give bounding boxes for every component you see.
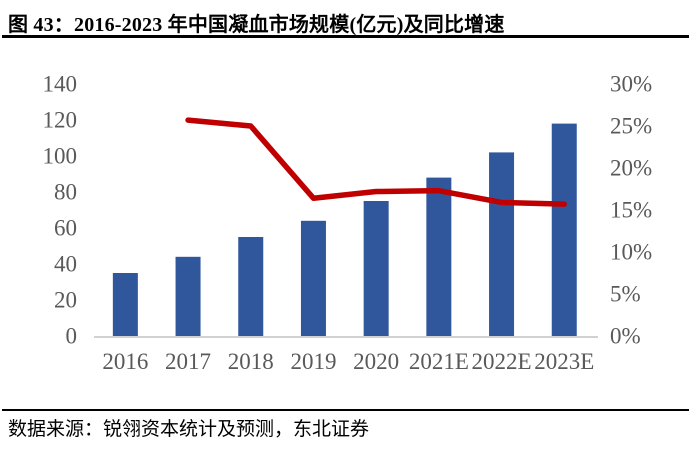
growth-rate-line (185, 117, 567, 207)
x-axis-label: 2018 (228, 349, 274, 374)
right-axis-tick-label: 30% (610, 72, 652, 97)
market-size-bar (426, 177, 452, 336)
x-axis-label: 2017 (165, 349, 211, 374)
left-axis-tick-label: 20 (54, 288, 77, 313)
market-size-bar (300, 220, 326, 336)
right-axis-tick-label: 25% (610, 114, 652, 139)
market-size-bar (363, 201, 389, 336)
market-size-bar (238, 237, 264, 336)
x-axis-label: 2019 (290, 349, 336, 374)
right-axis-tick-label: 0% (610, 324, 641, 349)
source-rule (2, 409, 689, 411)
market-size-bar (489, 152, 515, 336)
data-source: 数据来源：锐翎资本统计及预测，东北证券 (8, 419, 370, 440)
left-axis-tick-label: 60 (54, 216, 77, 241)
right-axis-tick-label: 10% (610, 240, 652, 265)
left-axis-tick-label: 40 (54, 252, 77, 277)
x-axis-label: 2021E (409, 349, 469, 374)
right-axis-tick-label: 5% (610, 282, 641, 307)
x-axis-label: 2023E (534, 349, 594, 374)
market-size-bar (175, 256, 201, 336)
x-axis-label: 2020 (353, 349, 399, 374)
right-axis-tick-label: 15% (610, 198, 652, 223)
figure-title: 图 43：2016-2023 年中国凝血市场规模(亿元)及同比增速 (8, 14, 505, 36)
market-size-bar (551, 123, 577, 336)
market-size-bar (112, 273, 138, 336)
left-axis-tick-label: 0 (66, 324, 78, 349)
left-axis-tick-label: 100 (43, 144, 78, 169)
left-axis-tick-label: 140 (43, 72, 78, 97)
left-axis-tick-label: 80 (54, 180, 77, 205)
x-axis-label: 2016 (102, 349, 148, 374)
title-rule (2, 35, 689, 38)
right-axis-tick-label: 20% (610, 156, 652, 181)
left-axis-tick-label: 120 (43, 108, 78, 133)
x-axis-label: 2022E (472, 349, 532, 374)
